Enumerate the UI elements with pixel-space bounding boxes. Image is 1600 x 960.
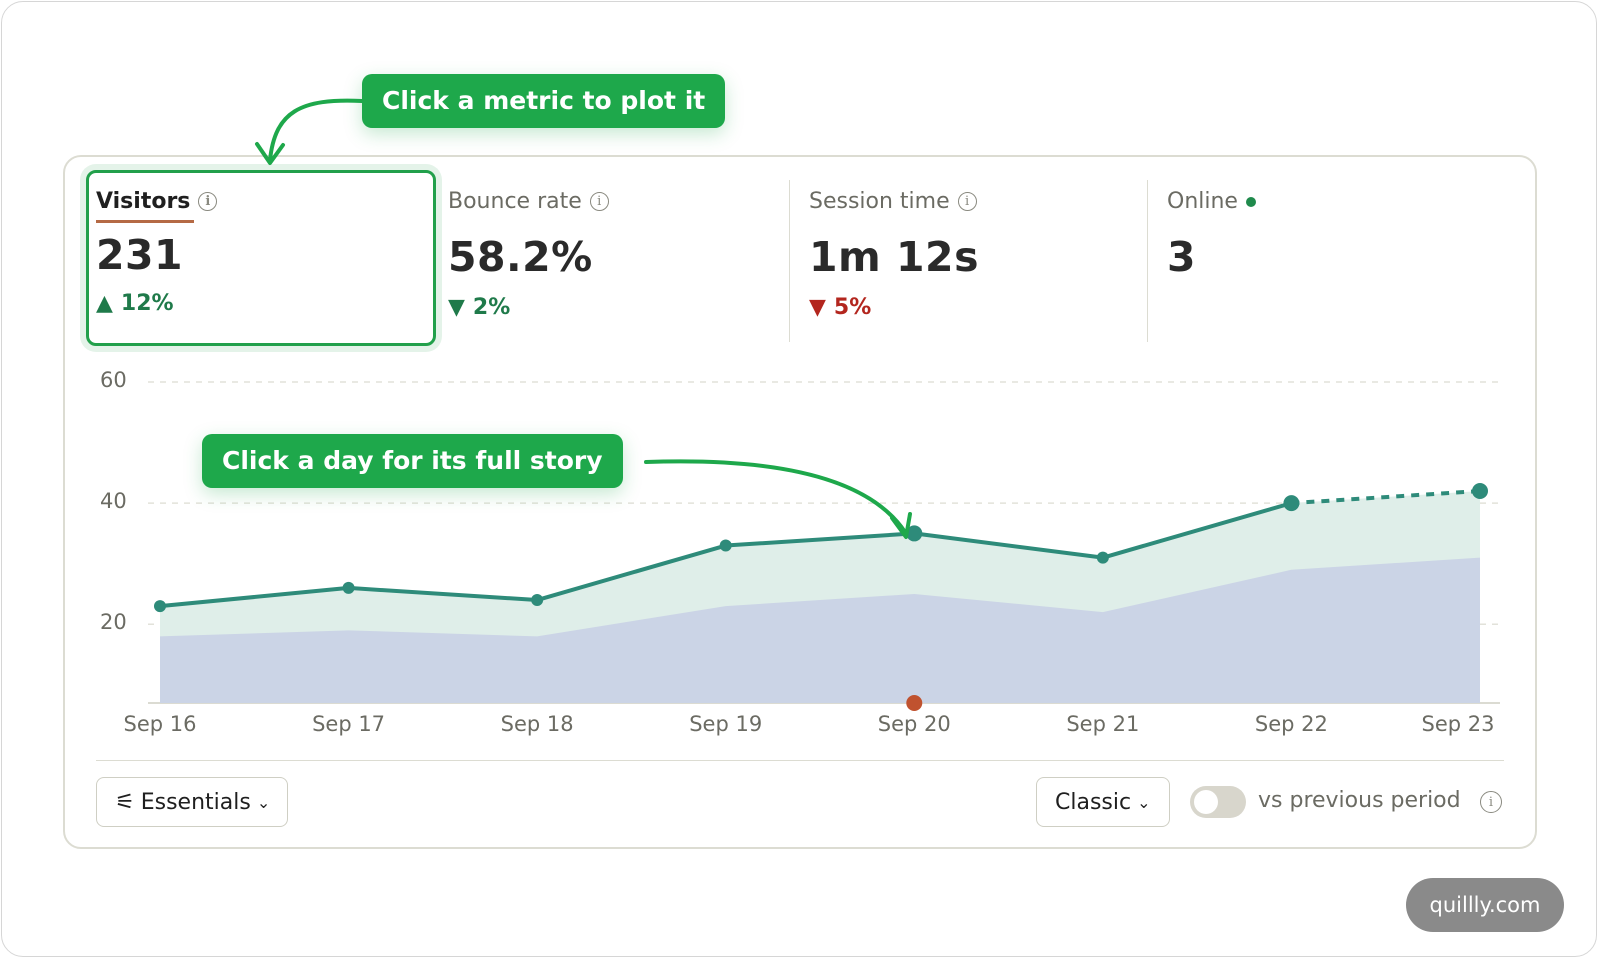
data-point[interactable] <box>906 525 923 542</box>
metric-label: Session time <box>809 189 950 214</box>
chevron-down-icon: ⌄ <box>1137 792 1151 812</box>
metric-label: Online <box>1167 189 1238 214</box>
metric-change: 2% <box>472 295 511 320</box>
visitors-line-projected <box>1291 489 1481 506</box>
callout-metric: Click a metric to plot it <box>362 74 726 128</box>
filter-icon: ⚟ <box>115 789 135 815</box>
x-tick-label[interactable]: Sep 22 <box>1254 712 1328 736</box>
metric-value: 58.2% <box>448 233 593 281</box>
data-point[interactable] <box>1096 551 1109 564</box>
metric-label: Visitors <box>96 189 191 214</box>
data-point[interactable] <box>719 539 732 552</box>
triangle-up-icon: ▲ <box>96 291 113 316</box>
y-tick-label: 60 <box>100 368 127 392</box>
metric-divider <box>1147 180 1148 342</box>
compare-toggle[interactable] <box>1190 786 1246 818</box>
metric-value: 231 <box>96 231 184 279</box>
essentials-label: Essentials <box>140 789 251 815</box>
x-tick-label[interactable]: Sep 17 <box>312 712 386 736</box>
info-icon[interactable]: i <box>957 192 977 211</box>
essentials-dropdown[interactable]: ⚟ Essentials ⌄ <box>96 777 288 827</box>
previous-period-area <box>160 557 1480 703</box>
x-tick-label[interactable]: Sep 21 <box>1066 712 1140 736</box>
triangle-down-icon: ▼ <box>448 295 465 320</box>
metric-change: 5% <box>833 295 872 320</box>
watermark: quillly.com <box>1406 878 1564 932</box>
compare-label: vs previous period <box>1258 788 1461 813</box>
info-icon[interactable]: i <box>198 192 218 211</box>
annotation-marker <box>906 695 923 711</box>
metric-value: 1m 12s <box>809 233 979 281</box>
data-point[interactable] <box>531 594 544 607</box>
y-tick-label: 40 <box>100 489 127 514</box>
x-tick-label[interactable]: Sep 19 <box>689 712 763 736</box>
metric-bounce-rate[interactable]: Bounce rate i 58.2% ▼ 2% <box>436 175 776 345</box>
info-icon[interactable]: i <box>1480 791 1502 813</box>
callout-day: Click a day for its full story <box>202 434 623 488</box>
classic-label: Classic <box>1055 789 1132 815</box>
metric-divider <box>789 180 790 342</box>
metric-value: 3 <box>1167 233 1197 281</box>
metric-session-time[interactable]: Session time i 1m 12s ▼ 5% <box>797 175 1137 345</box>
data-point[interactable] <box>154 600 166 613</box>
data-point[interactable] <box>342 581 355 594</box>
metric-change: 12% <box>120 291 174 316</box>
metric-online[interactable]: Online 3 <box>1155 175 1495 345</box>
online-status-icon <box>1245 196 1256 207</box>
x-tick-label[interactable]: Sep 23 <box>1421 712 1495 736</box>
data-point[interactable] <box>1472 483 1488 500</box>
footer-divider <box>96 760 1504 761</box>
x-tick-label[interactable]: Sep 18 <box>500 712 574 736</box>
toggle-knob <box>1194 790 1218 814</box>
triangle-down-icon: ▼ <box>809 295 826 320</box>
classic-dropdown[interactable]: Classic ⌄ <box>1036 777 1170 827</box>
x-tick-label[interactable]: Sep 20 <box>877 712 951 736</box>
metric-visitors[interactable]: Visitors i 231 ▲ 12% <box>86 170 436 346</box>
metric-label: Bounce rate <box>448 189 582 214</box>
x-tick-label[interactable]: Sep 16 <box>123 712 197 736</box>
info-icon[interactable]: i <box>589 192 609 211</box>
active-underline <box>96 220 194 223</box>
y-tick-label: 20 <box>100 610 127 635</box>
chevron-down-icon: ⌄ <box>256 792 271 812</box>
data-point[interactable] <box>1283 495 1300 512</box>
